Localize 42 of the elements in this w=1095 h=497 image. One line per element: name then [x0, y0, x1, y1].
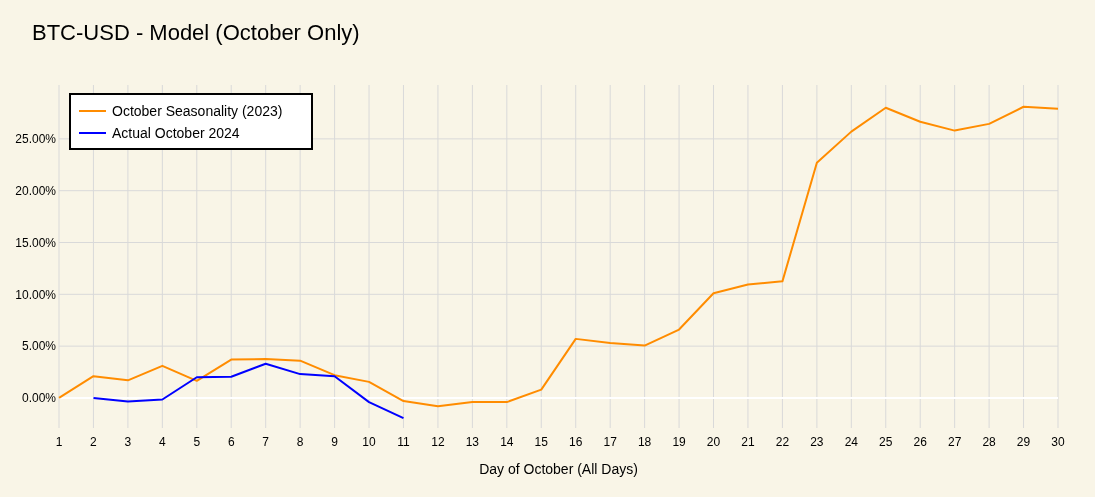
x-tick-label: 12	[431, 435, 445, 449]
x-tick-label: 4	[159, 435, 166, 449]
x-tick-label: 2	[90, 435, 98, 449]
x-tick-label: 14	[500, 435, 514, 449]
x-tick-label: 5	[193, 435, 201, 449]
x-tick-label: 3	[124, 435, 132, 449]
x-tick-label: 27	[947, 435, 962, 449]
x-tick-label: 30	[1051, 435, 1065, 449]
x-tick-label: 1	[55, 435, 63, 449]
line-series	[92, 362, 405, 420]
y-tick-label: 5.00%	[21, 339, 57, 354]
x-tick-label: 24	[844, 435, 859, 449]
chart-title: BTC-USD - Model (October Only)	[32, 20, 360, 45]
x-tick-label: 28	[982, 435, 997, 449]
x-tick-label: 10	[362, 435, 377, 449]
x-tick-label: 16	[569, 435, 583, 449]
x-tick-label: 11	[397, 435, 411, 449]
x-tick-label: 20	[706, 435, 721, 449]
x-tick-label: 15	[534, 435, 549, 449]
legend-label: October Seasonality (2023)	[112, 102, 283, 119]
legend-label: Actual October 2024	[112, 124, 240, 141]
y-tick-label: 10.00%	[15, 287, 57, 302]
x-tick-label: 7	[262, 435, 270, 449]
y-tick-label: 20.00%	[15, 183, 57, 198]
y-tick-label: 25.00%	[15, 132, 57, 147]
x-tick-label: 17	[603, 435, 618, 449]
y-tick-label: 15.00%	[15, 235, 57, 250]
x-tick-label: 18	[637, 435, 652, 449]
x-tick-label: 9	[331, 435, 339, 449]
x-tick-label: 25	[879, 435, 893, 449]
x-tick-label: 19	[672, 435, 687, 449]
x-tick-label: 21	[741, 435, 755, 449]
line-series	[58, 105, 1059, 408]
x-tick-label: 6	[227, 435, 235, 449]
y-tick-label: 0.00%	[21, 391, 57, 406]
x-axis-title: Day of October (All Days)	[479, 461, 638, 477]
x-tick-label: 8	[296, 435, 304, 449]
x-tick-label: 29	[1016, 435, 1031, 449]
x-tick-label: 23	[810, 435, 824, 449]
x-tick-label: 13	[465, 435, 480, 449]
x-tick-label: 22	[775, 435, 790, 449]
x-tick-label: 26	[913, 435, 928, 449]
